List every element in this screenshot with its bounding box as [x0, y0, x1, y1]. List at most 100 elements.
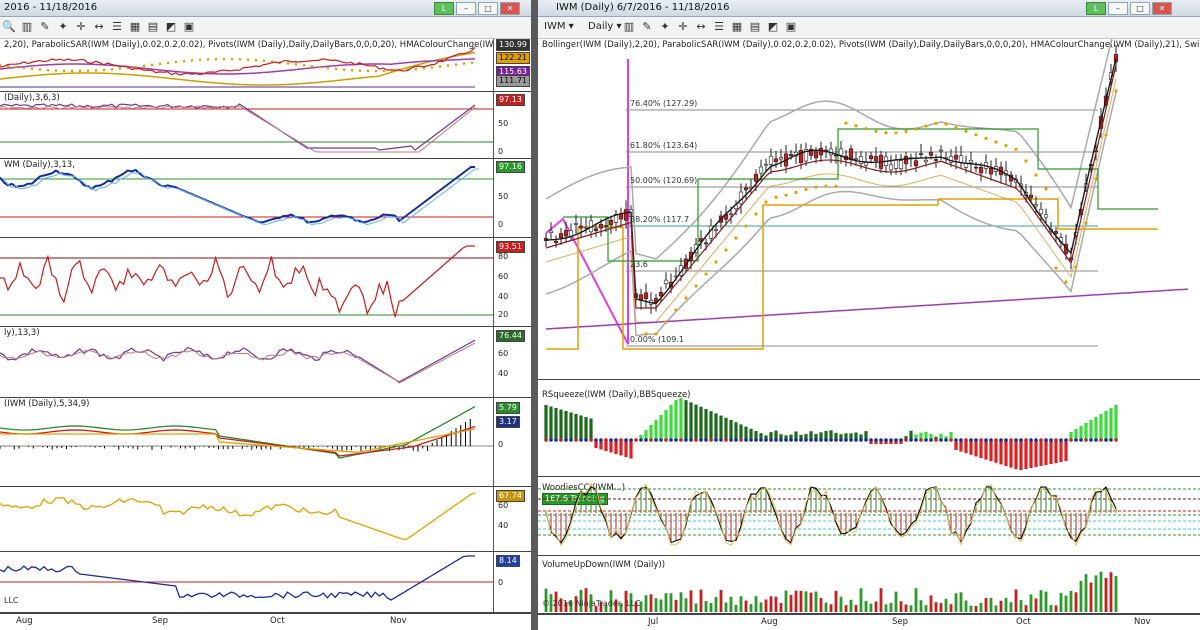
volume-bar [854, 605, 858, 612]
interval-selector[interactable]: Daily ▾ [588, 21, 622, 32]
squeeze-bar [629, 440, 633, 459]
properties-icon[interactable]: ☰ [714, 20, 724, 33]
left-indicator-panel-6[interactable]: (IWM (Daily),5,34,9) 0 5.79 3.17 [0, 398, 531, 487]
right-title-bar[interactable]: IWM (Daily) 6/7/2016 - 11/18/2016 L – □ … [538, 0, 1200, 17]
close-button-right[interactable]: ✕ [1152, 2, 1172, 15]
squeeze-dot [569, 438, 573, 442]
link-button-right[interactable]: L [1086, 2, 1106, 15]
squeeze-bar [1054, 440, 1058, 463]
left-indicator-panel-7[interactable]: 60 40 67.74 [0, 487, 531, 552]
indicators-icon[interactable]: ▦ [129, 20, 141, 33]
instrument-selector[interactable]: IWM ▾ [544, 21, 574, 32]
scroll-icon[interactable]: ↔ [94, 20, 104, 33]
squeeze-bar [604, 440, 608, 451]
scroll-icon[interactable]: ↔ [696, 20, 706, 33]
y-tick-label: 60 [498, 349, 509, 358]
wand-icon[interactable]: ✦ [660, 20, 670, 33]
sar-dot [182, 59, 186, 63]
volume-bar [809, 592, 813, 612]
left-indicator-panel-2[interactable]: (Daily),3,6,3) 50 0 97.13 [0, 92, 531, 159]
maximize-button-right[interactable]: □ [1130, 2, 1150, 15]
cci-panel[interactable]: WoodiesCCI(IWM...) 167.6 Trending [538, 477, 1200, 556]
squeeze-dot [739, 438, 743, 442]
sar-dot [0, 63, 2, 67]
left-indicator-panel-5[interactable]: ly),13,3) 60 40 76.44 [0, 327, 531, 398]
bar-type-icon[interactable]: ▥ [623, 20, 635, 33]
squeeze-bar [654, 420, 658, 440]
squeeze-bar [994, 440, 998, 463]
sar-dot [46, 68, 50, 72]
pencil-icon[interactable]: ✎ [642, 20, 652, 33]
sar-dot [1054, 266, 1058, 270]
candle-body [593, 228, 599, 232]
snapshot-icon[interactable]: ▣ [785, 20, 797, 33]
sar-dot [62, 69, 66, 73]
squeeze-dot [694, 438, 698, 442]
close-button[interactable]: ✕ [500, 2, 520, 15]
squeeze-bar [1094, 417, 1098, 440]
volume-bar [749, 604, 753, 612]
right-chart-window[interactable]: IWM (Daily) 6/7/2016 - 11/18/2016 L – □ … [538, 0, 1200, 630]
strategies-icon[interactable]: ▤ [147, 20, 159, 33]
left-indicator-panel-3[interactable]: WM (Daily),3,13, 50 0 97.16 [0, 159, 531, 238]
snapshot-icon[interactable]: ▣ [183, 20, 195, 33]
link-button[interactable]: L [434, 2, 454, 15]
squeeze-bar [624, 440, 628, 457]
candle-body [573, 223, 579, 225]
squeeze-dot [979, 438, 983, 442]
price-panel[interactable]: Bollinger(IWM (Daily),2,20), ParabolicSA… [538, 39, 1200, 380]
minimize-button-right[interactable]: – [1108, 2, 1128, 15]
squeeze-dot [614, 438, 618, 442]
sar-dot [1044, 187, 1048, 191]
sar-dot [94, 69, 98, 72]
left-title-bar[interactable]: 2016 - 11/18/2016 L – □ ✕ [0, 0, 531, 17]
bar-type-icon[interactable]: ▥ [21, 20, 33, 33]
zoom-icon[interactable]: 🔍 [2, 20, 16, 33]
chart-trader-icon[interactable]: ◩ [165, 20, 177, 33]
squeeze-bar [714, 413, 718, 440]
sar-dot [974, 133, 978, 137]
wand-icon[interactable]: ✦ [58, 20, 68, 33]
y-axis: 0 5.79 3.17 [493, 398, 531, 486]
left-indicator-panel-4[interactable]: 80 60 40 20 93.51 [0, 238, 531, 327]
crosshair-icon[interactable]: ✛ [678, 20, 688, 33]
volume-bar [669, 593, 673, 612]
y-tick-label: 40 [498, 521, 509, 530]
swing-line [545, 59, 629, 345]
sar-dot [1074, 265, 1078, 269]
volume-bar [1084, 574, 1088, 612]
squeeze-bar [769, 432, 773, 440]
volume-bar [619, 602, 623, 612]
squeeze-bar [859, 434, 863, 440]
squeeze-bar [1074, 429, 1078, 440]
maximize-button[interactable]: □ [478, 2, 498, 15]
properties-icon[interactable]: ☰ [112, 20, 122, 33]
candle-body [808, 148, 814, 156]
squeeze-panel[interactable]: RSqueeze(IWM (Daily),BBSqueeze) [538, 380, 1200, 477]
left-indicator-panel-1[interactable]: 2,20), ParabolicSAR(IWM (Daily),0.02,0.2… [0, 39, 531, 92]
value-badge: 130.99 [496, 39, 530, 51]
signal-line [0, 425, 476, 457]
sar-dot [38, 68, 42, 71]
squeeze-dot [1049, 438, 1053, 442]
window-divider[interactable] [531, 0, 538, 630]
volume-bar [589, 594, 593, 612]
squeeze-dot [684, 438, 688, 442]
pencil-icon[interactable]: ✎ [40, 20, 50, 33]
chart-trader-icon[interactable]: ◩ [767, 20, 779, 33]
strategies-icon[interactable]: ▤ [749, 20, 761, 33]
squeeze-dot [984, 438, 988, 442]
sar-dot [794, 190, 798, 194]
squeeze-bar [589, 418, 593, 440]
sar-dot [22, 66, 26, 70]
volume-panel[interactable]: VolumeUpDown(IWM (Daily)) © 2016 NinjaTra… [538, 556, 1200, 614]
left-chart-window[interactable]: 2016 - 11/18/2016 L – □ ✕ 🔍 ▥ ✎ ✦ ✛ ↔ ☰ … [0, 0, 531, 630]
y-axis: 60 40 67.74 [493, 487, 531, 551]
volume-bar [824, 602, 828, 612]
squeeze-bar [954, 440, 958, 450]
crosshair-icon[interactable]: ✛ [76, 20, 86, 33]
left-indicator-panel-8[interactable]: 0 8.14 LLC [0, 552, 531, 613]
indicators-icon[interactable]: ▦ [731, 20, 743, 33]
minimize-button[interactable]: – [456, 2, 476, 15]
squeeze-dot [1009, 438, 1013, 442]
